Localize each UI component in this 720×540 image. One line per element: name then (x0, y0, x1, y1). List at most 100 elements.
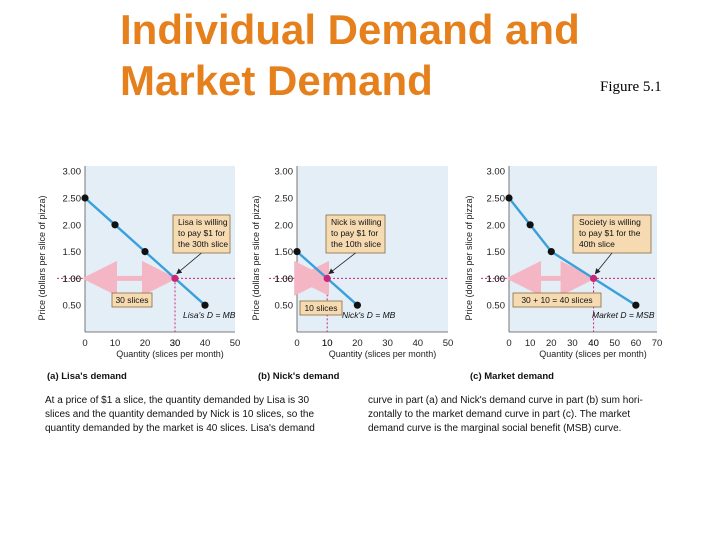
x-tick-label: 0 (506, 338, 511, 349)
caption-left-line-3: quantity demanded by the market is 40 sl… (45, 423, 315, 434)
annotation-line: Nick is willing (331, 217, 382, 227)
x-tick-label: 20 (352, 338, 363, 349)
caption-left-line-2: slices and the quantity demanded by Nick… (45, 409, 315, 420)
x-tick-label: 0 (294, 338, 299, 349)
data-point (141, 248, 149, 256)
quantity-box (111, 292, 153, 308)
annotation-line: to pay $1 for the (579, 228, 641, 238)
annotation-line: to pay $1 for (331, 228, 378, 238)
x-tick-label: 70 (652, 338, 663, 349)
x-tick-label: 40 (200, 338, 211, 349)
quantity-box-label: 10 slices (304, 303, 337, 313)
data-point (526, 221, 534, 229)
annotation-line: the 30th slice (178, 239, 228, 249)
data-point (201, 301, 209, 309)
highlight-y-tick: 1.00 (275, 274, 294, 285)
y-tick-label: 1.00 (63, 274, 82, 285)
y-tick-label: 3.00 (275, 167, 294, 178)
caption-right-line-1: curve in part (a) and Nick's demand curv… (368, 395, 643, 406)
x-tick-label: 10 (322, 338, 333, 349)
y-tick-label: 1.00 (275, 274, 294, 285)
annotation-line: to pay $1 for (178, 228, 225, 238)
y-axis-title: Price (dollars per slice of pizza) (251, 195, 261, 320)
data-point (547, 248, 555, 256)
caption-right: curve in part (a) and Nick's demand curv… (368, 394, 672, 436)
x-axis-title: Quantity (slices per month) (329, 349, 437, 359)
caption-right-line-3: demand curve is the marginal social bene… (368, 423, 622, 434)
annotation-pointer (594, 252, 613, 275)
curve-label: Lisa's D = MB (183, 310, 236, 320)
quantity-box (512, 292, 602, 308)
highlight-y-tick: 1.00 (63, 274, 82, 285)
y-tick-label: 2.00 (63, 220, 82, 231)
y-tick-label: 1.50 (487, 247, 506, 258)
curve-label: Nick's D = MB (342, 310, 396, 320)
y-tick-label: 2.00 (275, 220, 294, 231)
quantity-box-label: 30 + 10 = 40 slices (521, 295, 592, 305)
annotation-box (172, 214, 231, 254)
caption-right-line-2: zontally to the market demand curve in p… (368, 409, 631, 420)
data-point (293, 248, 301, 256)
y-tick-label: 3.00 (487, 167, 506, 178)
figure-label: Figure 5.1 (600, 79, 662, 95)
x-tick-label: 40 (588, 338, 599, 349)
x-tick-label: 40 (413, 338, 424, 349)
x-tick-label: 30 (170, 338, 181, 349)
y-tick-label: 0.50 (487, 301, 506, 312)
data-point (505, 194, 513, 202)
slide-title-line-1: Individual Demand and (120, 6, 580, 53)
x-tick-label: 0 (82, 338, 87, 349)
y-tick-label: 2.00 (487, 220, 506, 231)
y-tick-label: 0.50 (63, 301, 82, 312)
y-tick-label: 0.50 (275, 301, 294, 312)
y-tick-label: 1.00 (487, 274, 506, 285)
x-tick-label: 10 (110, 338, 121, 349)
highlight-x-tick: 40 (588, 338, 599, 349)
quantity-box (299, 300, 343, 316)
annotation-pointer (176, 252, 202, 275)
y-axis-title: Price (dollars per slice of pizza) (464, 195, 474, 320)
quantity-box-label: 30 slices (115, 295, 148, 305)
data-point (111, 221, 119, 229)
annotation-pointer (328, 252, 356, 275)
panel-caption: (b) Nick's demand (258, 371, 340, 382)
y-tick-label: 2.50 (63, 194, 82, 205)
x-tick-label: 50 (609, 338, 620, 349)
highlight-point (589, 274, 598, 282)
y-tick-label: 3.00 (63, 167, 82, 178)
annotation-line: Society is willing (579, 217, 641, 227)
x-tick-label: 20 (140, 338, 151, 349)
y-tick-label: 2.50 (275, 194, 294, 205)
highlight-x-tick: 30 (170, 338, 181, 349)
y-tick-label: 2.50 (487, 194, 506, 205)
curve-label: Market D = MSB (592, 310, 655, 320)
slide-title-line-2: Market Demand (120, 57, 433, 104)
annotation-line: Lisa is willing (178, 217, 228, 227)
x-axis-title: Quantity (slices per month) (539, 349, 647, 359)
highlight-point (171, 274, 179, 282)
highlight-point (323, 274, 331, 282)
panel-caption: (a) Lisa's demand (47, 371, 127, 382)
highlight-x-tick: 10 (322, 338, 333, 349)
y-tick-label: 1.50 (63, 247, 82, 258)
data-point (81, 194, 89, 202)
highlight-y-tick: 1.00 (487, 274, 506, 285)
x-tick-label: 50 (443, 338, 454, 349)
x-tick-label: 10 (525, 338, 536, 349)
y-axis-title: Price (dollars per slice of pizza) (37, 195, 47, 320)
annotation-line: 40th slice (579, 239, 615, 249)
slide-title: Individual Demand and Market Demand (120, 4, 620, 106)
panel-caption: (c) Market demand (470, 371, 554, 382)
x-tick-label: 60 (631, 338, 642, 349)
x-tick-label: 20 (546, 338, 557, 349)
caption-left: At a price of $1 a slice, the quantity d… (45, 394, 349, 436)
x-tick-label: 30 (382, 338, 393, 349)
x-tick-label: 30 (567, 338, 578, 349)
caption-left-line-1: At a price of $1 a slice, the quantity d… (45, 395, 310, 406)
x-tick-label: 50 (230, 338, 241, 349)
y-tick-label: 1.50 (275, 247, 294, 258)
data-point (632, 301, 640, 309)
x-axis-title: Quantity (slices per month) (116, 349, 224, 359)
data-point (353, 301, 361, 309)
